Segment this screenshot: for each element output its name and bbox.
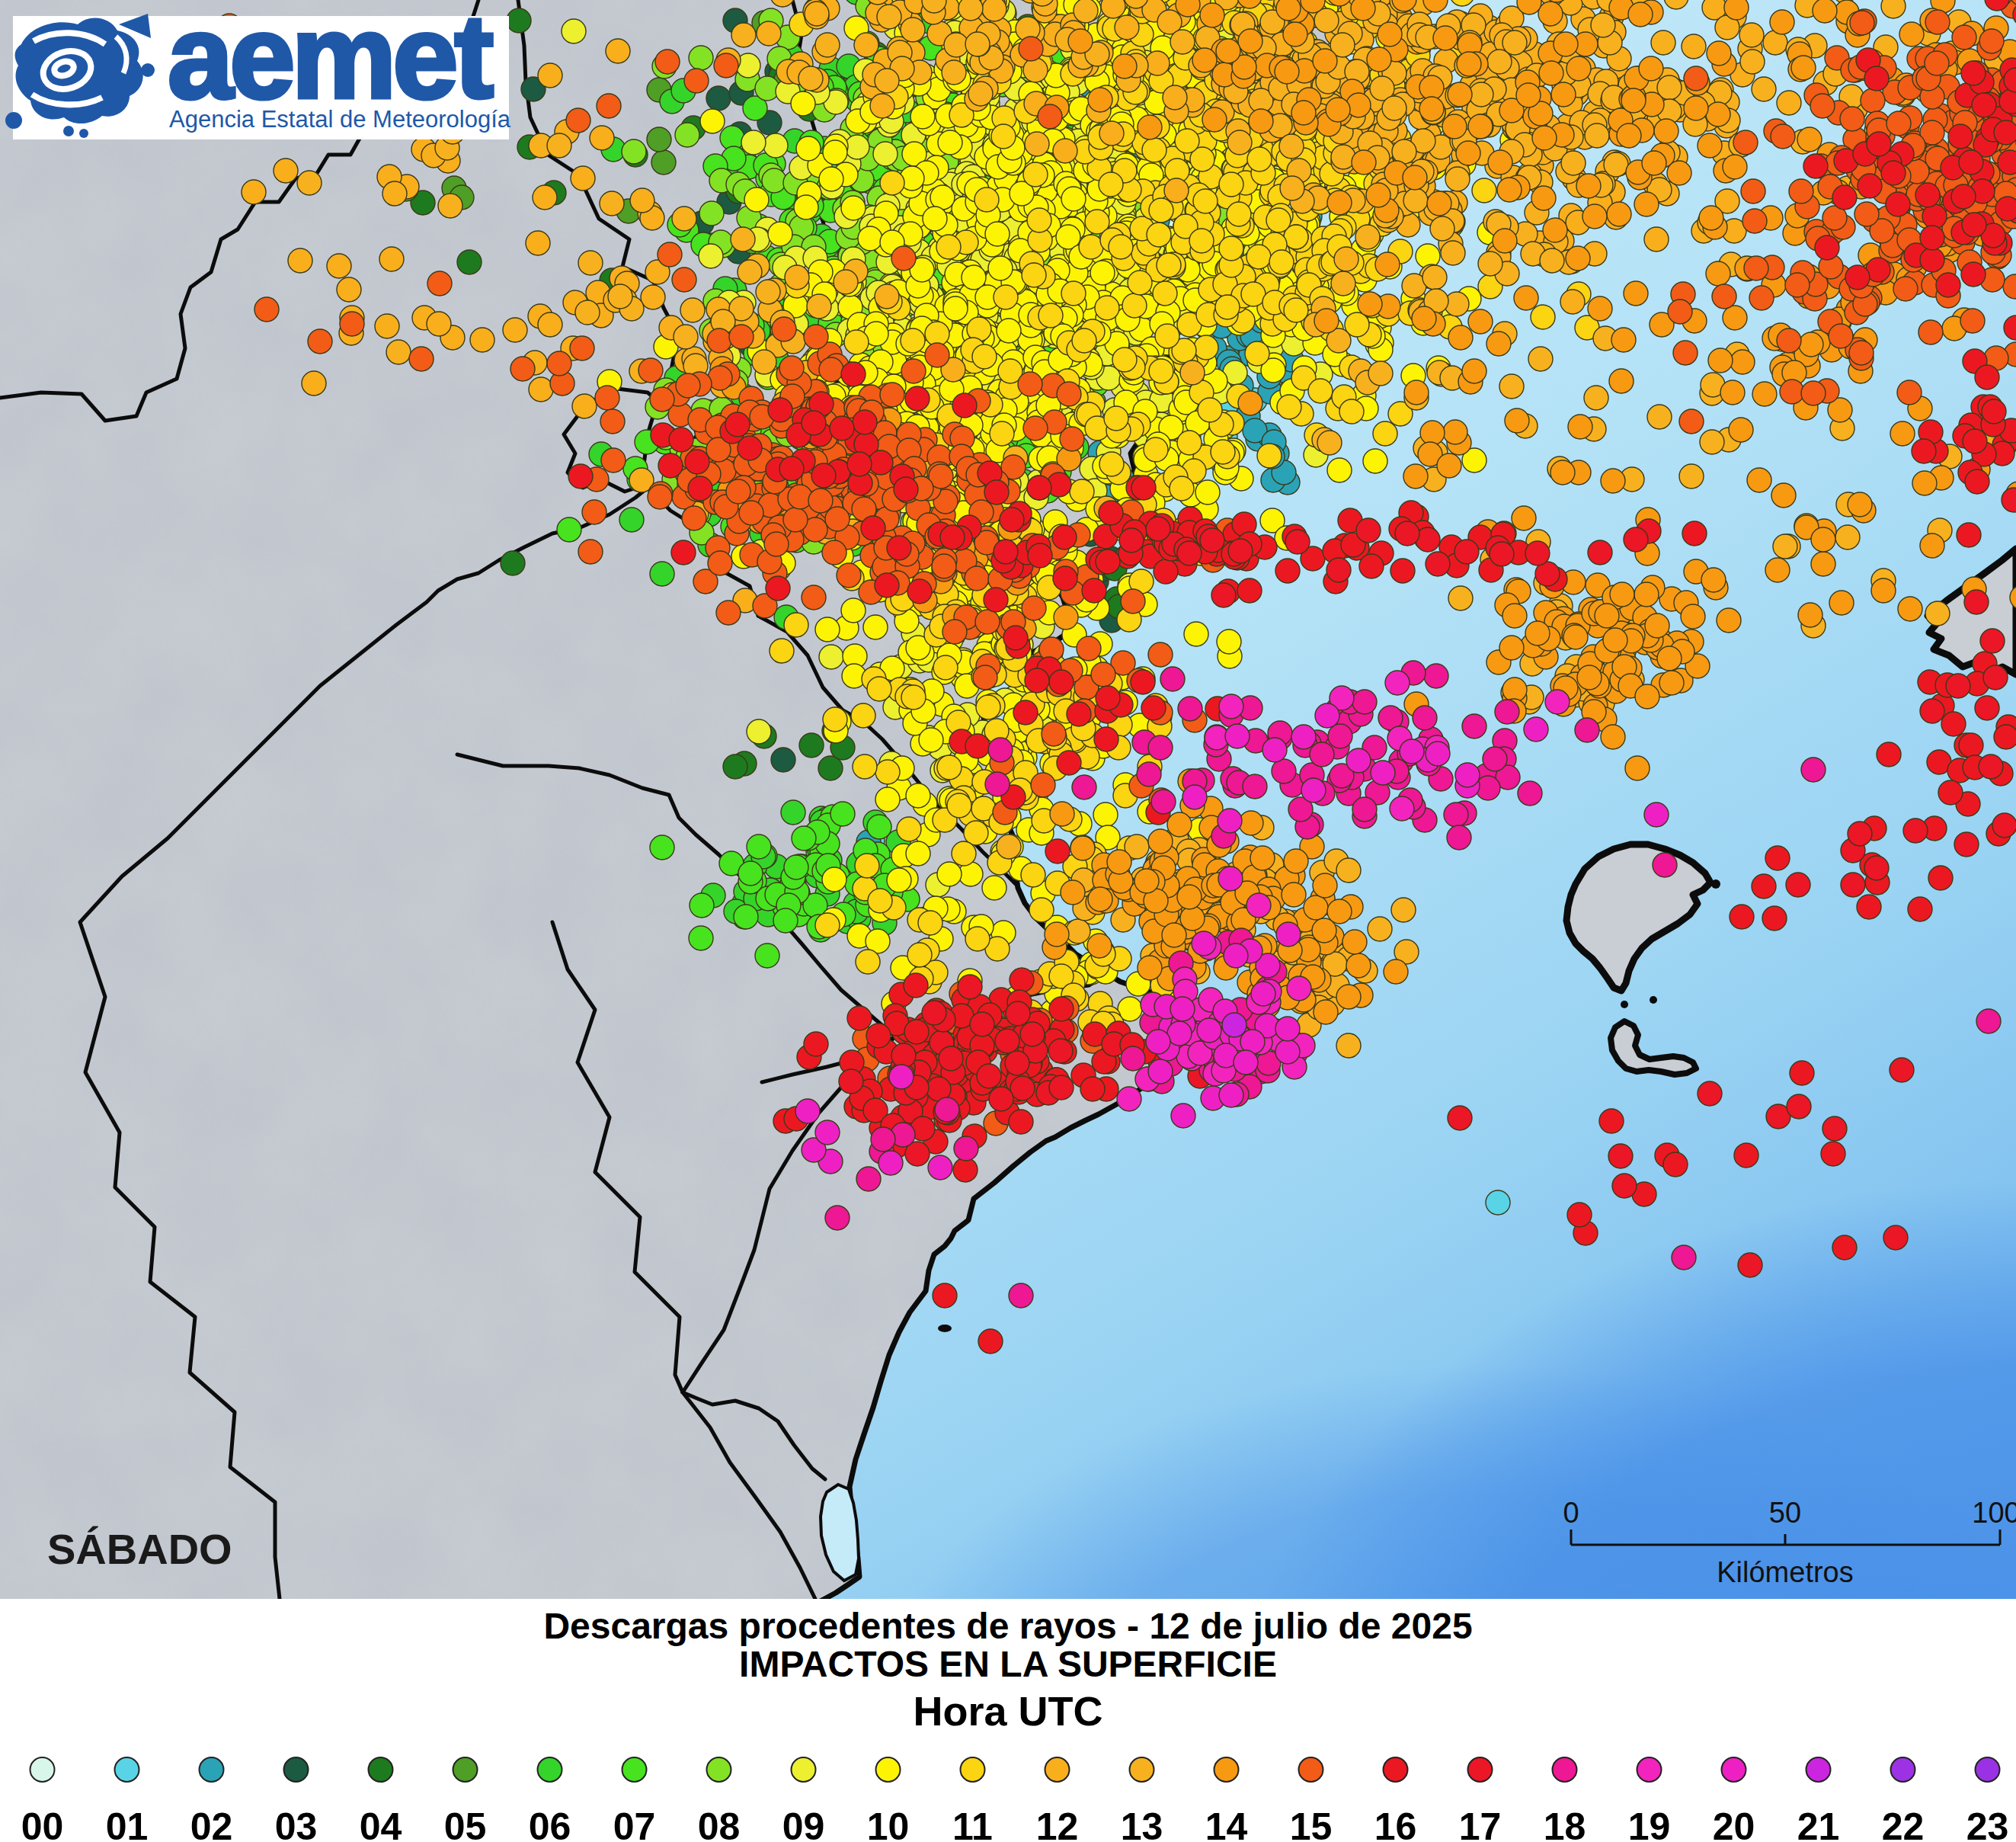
svg-text:17: 17 [1459, 1805, 1502, 1842]
svg-text:13: 13 [1121, 1805, 1163, 1842]
svg-text:SÁBADO: SÁBADO [47, 1525, 232, 1573]
svg-text:02: 02 [190, 1805, 233, 1842]
svg-text:06: 06 [529, 1805, 571, 1842]
svg-text:18: 18 [1544, 1805, 1586, 1842]
svg-text:Kilómetros: Kilómetros [1717, 1556, 1854, 1588]
svg-text:20: 20 [1713, 1805, 1755, 1842]
svg-text:Hora UTC: Hora UTC [913, 1688, 1102, 1734]
svg-text:23: 23 [1966, 1805, 2009, 1842]
svg-text:05: 05 [444, 1805, 487, 1842]
svg-text:04: 04 [360, 1805, 402, 1842]
svg-text:100: 100 [1972, 1497, 2016, 1529]
svg-text:01: 01 [106, 1805, 149, 1842]
svg-text:0: 0 [1563, 1497, 1579, 1529]
svg-text:Descargas procedentes de rayos: Descargas procedentes de rayos - 12 de j… [543, 1606, 1472, 1646]
svg-text:08: 08 [698, 1805, 741, 1842]
svg-text:03: 03 [275, 1805, 318, 1842]
svg-text:00: 00 [21, 1805, 64, 1842]
svg-text:19: 19 [1628, 1805, 1671, 1842]
svg-text:14: 14 [1205, 1805, 1248, 1842]
svg-text:IMPACTOS EN LA SUPERFICIE: IMPACTOS EN LA SUPERFICIE [739, 1644, 1277, 1684]
svg-text:22: 22 [1882, 1805, 1925, 1842]
svg-text:15: 15 [1290, 1805, 1333, 1842]
svg-text:10: 10 [867, 1805, 910, 1842]
svg-text:16: 16 [1374, 1805, 1417, 1842]
svg-text:Agencia Estatal de Meteorologí: Agencia Estatal de Meteorología [169, 106, 511, 133]
svg-text:07: 07 [613, 1805, 656, 1842]
svg-text:21: 21 [1797, 1805, 1840, 1842]
svg-text:11: 11 [952, 1805, 993, 1842]
svg-text:12: 12 [1036, 1805, 1079, 1842]
svg-text:aemet: aemet [168, 0, 492, 123]
svg-text:50: 50 [1769, 1497, 1801, 1529]
svg-text:09: 09 [782, 1805, 825, 1842]
